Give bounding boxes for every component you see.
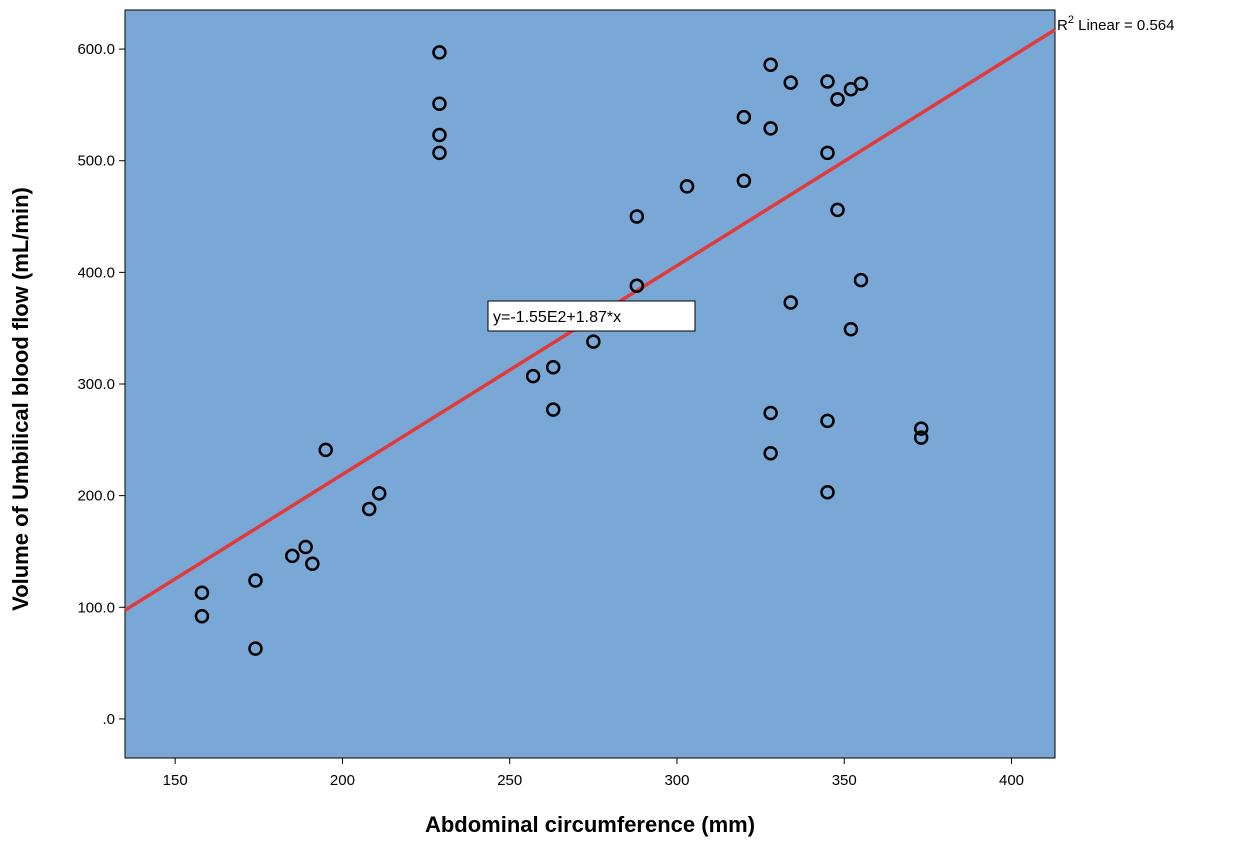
data-point-22: [736, 173, 752, 189]
x-tick-label: 300: [664, 772, 689, 789]
data-point-2: [248, 573, 263, 588]
data-point-40: [913, 430, 929, 445]
data-point-10: [432, 45, 447, 60]
data-point-1: [194, 608, 210, 624]
x-tick-label: 250: [497, 772, 522, 789]
r2-value: Linear = 0.564: [1074, 17, 1175, 34]
x-tick-label: 350: [832, 772, 857, 789]
data-point-26: [763, 445, 778, 461]
data-point-30: [820, 145, 835, 161]
data-point-8: [361, 501, 377, 517]
y-tick-label: 500.0: [77, 153, 115, 170]
data-point-39: [913, 421, 929, 436]
r-squared-label: R2 Linear = 0.564: [1057, 14, 1174, 34]
data-point-3: [248, 641, 263, 656]
data-point-13: [432, 145, 447, 161]
data-point-31: [820, 413, 835, 429]
data-point-34: [830, 202, 845, 218]
plot-area: [124, 9, 1056, 759]
data-point-20: [679, 179, 695, 194]
labels-layer: y=-1.55E2+1.87*x R2 Linear = 0.564: [487, 14, 1174, 332]
y-tick-label: 300.0: [77, 376, 115, 393]
y-tick-label: 100.0: [77, 599, 115, 616]
x-tick-label: 150: [163, 772, 188, 789]
data-point-19: [629, 278, 645, 294]
data-point-12: [432, 127, 447, 143]
y-tick-label: 600.0: [77, 41, 115, 58]
data-point-29: [820, 74, 835, 89]
x-tick-label: 400: [999, 772, 1024, 789]
data-point-38: [853, 272, 869, 288]
data-point-32: [820, 485, 835, 500]
data-point-7: [318, 442, 333, 458]
data-point-23: [763, 57, 778, 72]
data-point-37: [853, 76, 869, 91]
data-point-16: [545, 402, 561, 417]
y-tick-label: 200.0: [77, 488, 115, 505]
data-point-21: [736, 109, 752, 125]
y-axis: .0 100.0 200.0 300.0 400.0 500.0 600.0: [77, 41, 125, 728]
data-point-24: [763, 121, 778, 136]
data-point-25: [763, 405, 778, 421]
data-point-17: [586, 334, 601, 349]
data-point-9: [371, 486, 387, 501]
r2-prefix: R: [1057, 17, 1068, 34]
data-point-28: [783, 295, 798, 310]
data-point-36: [843, 322, 859, 337]
x-tick-label: 200: [330, 772, 355, 789]
data-point-4: [285, 548, 300, 564]
y-axis-title: Volume of Umbilical blood flow (mL/min): [8, 187, 33, 611]
equation-label: y=-1.55E2+1.87*x: [493, 309, 621, 326]
equation-box: [487, 300, 696, 332]
data-point-15: [545, 360, 561, 375]
data-point-5: [298, 539, 313, 555]
x-axis-title: Abdominal circumference (mm): [425, 812, 755, 837]
x-axis: 150 200 250 300 350 400: [163, 758, 1024, 789]
y-tick-label: 400.0: [77, 264, 115, 281]
data-point-27: [783, 75, 798, 90]
data-point-6: [305, 556, 320, 571]
y-tick-label: .0: [102, 711, 115, 728]
data-point-14: [525, 368, 541, 384]
data-point-33: [830, 92, 845, 107]
data-point-18: [629, 209, 645, 224]
data-point-0: [194, 585, 210, 601]
points-layer: [194, 45, 929, 656]
r2-superscript: 2: [1068, 14, 1074, 26]
data-point-11: [432, 96, 447, 112]
